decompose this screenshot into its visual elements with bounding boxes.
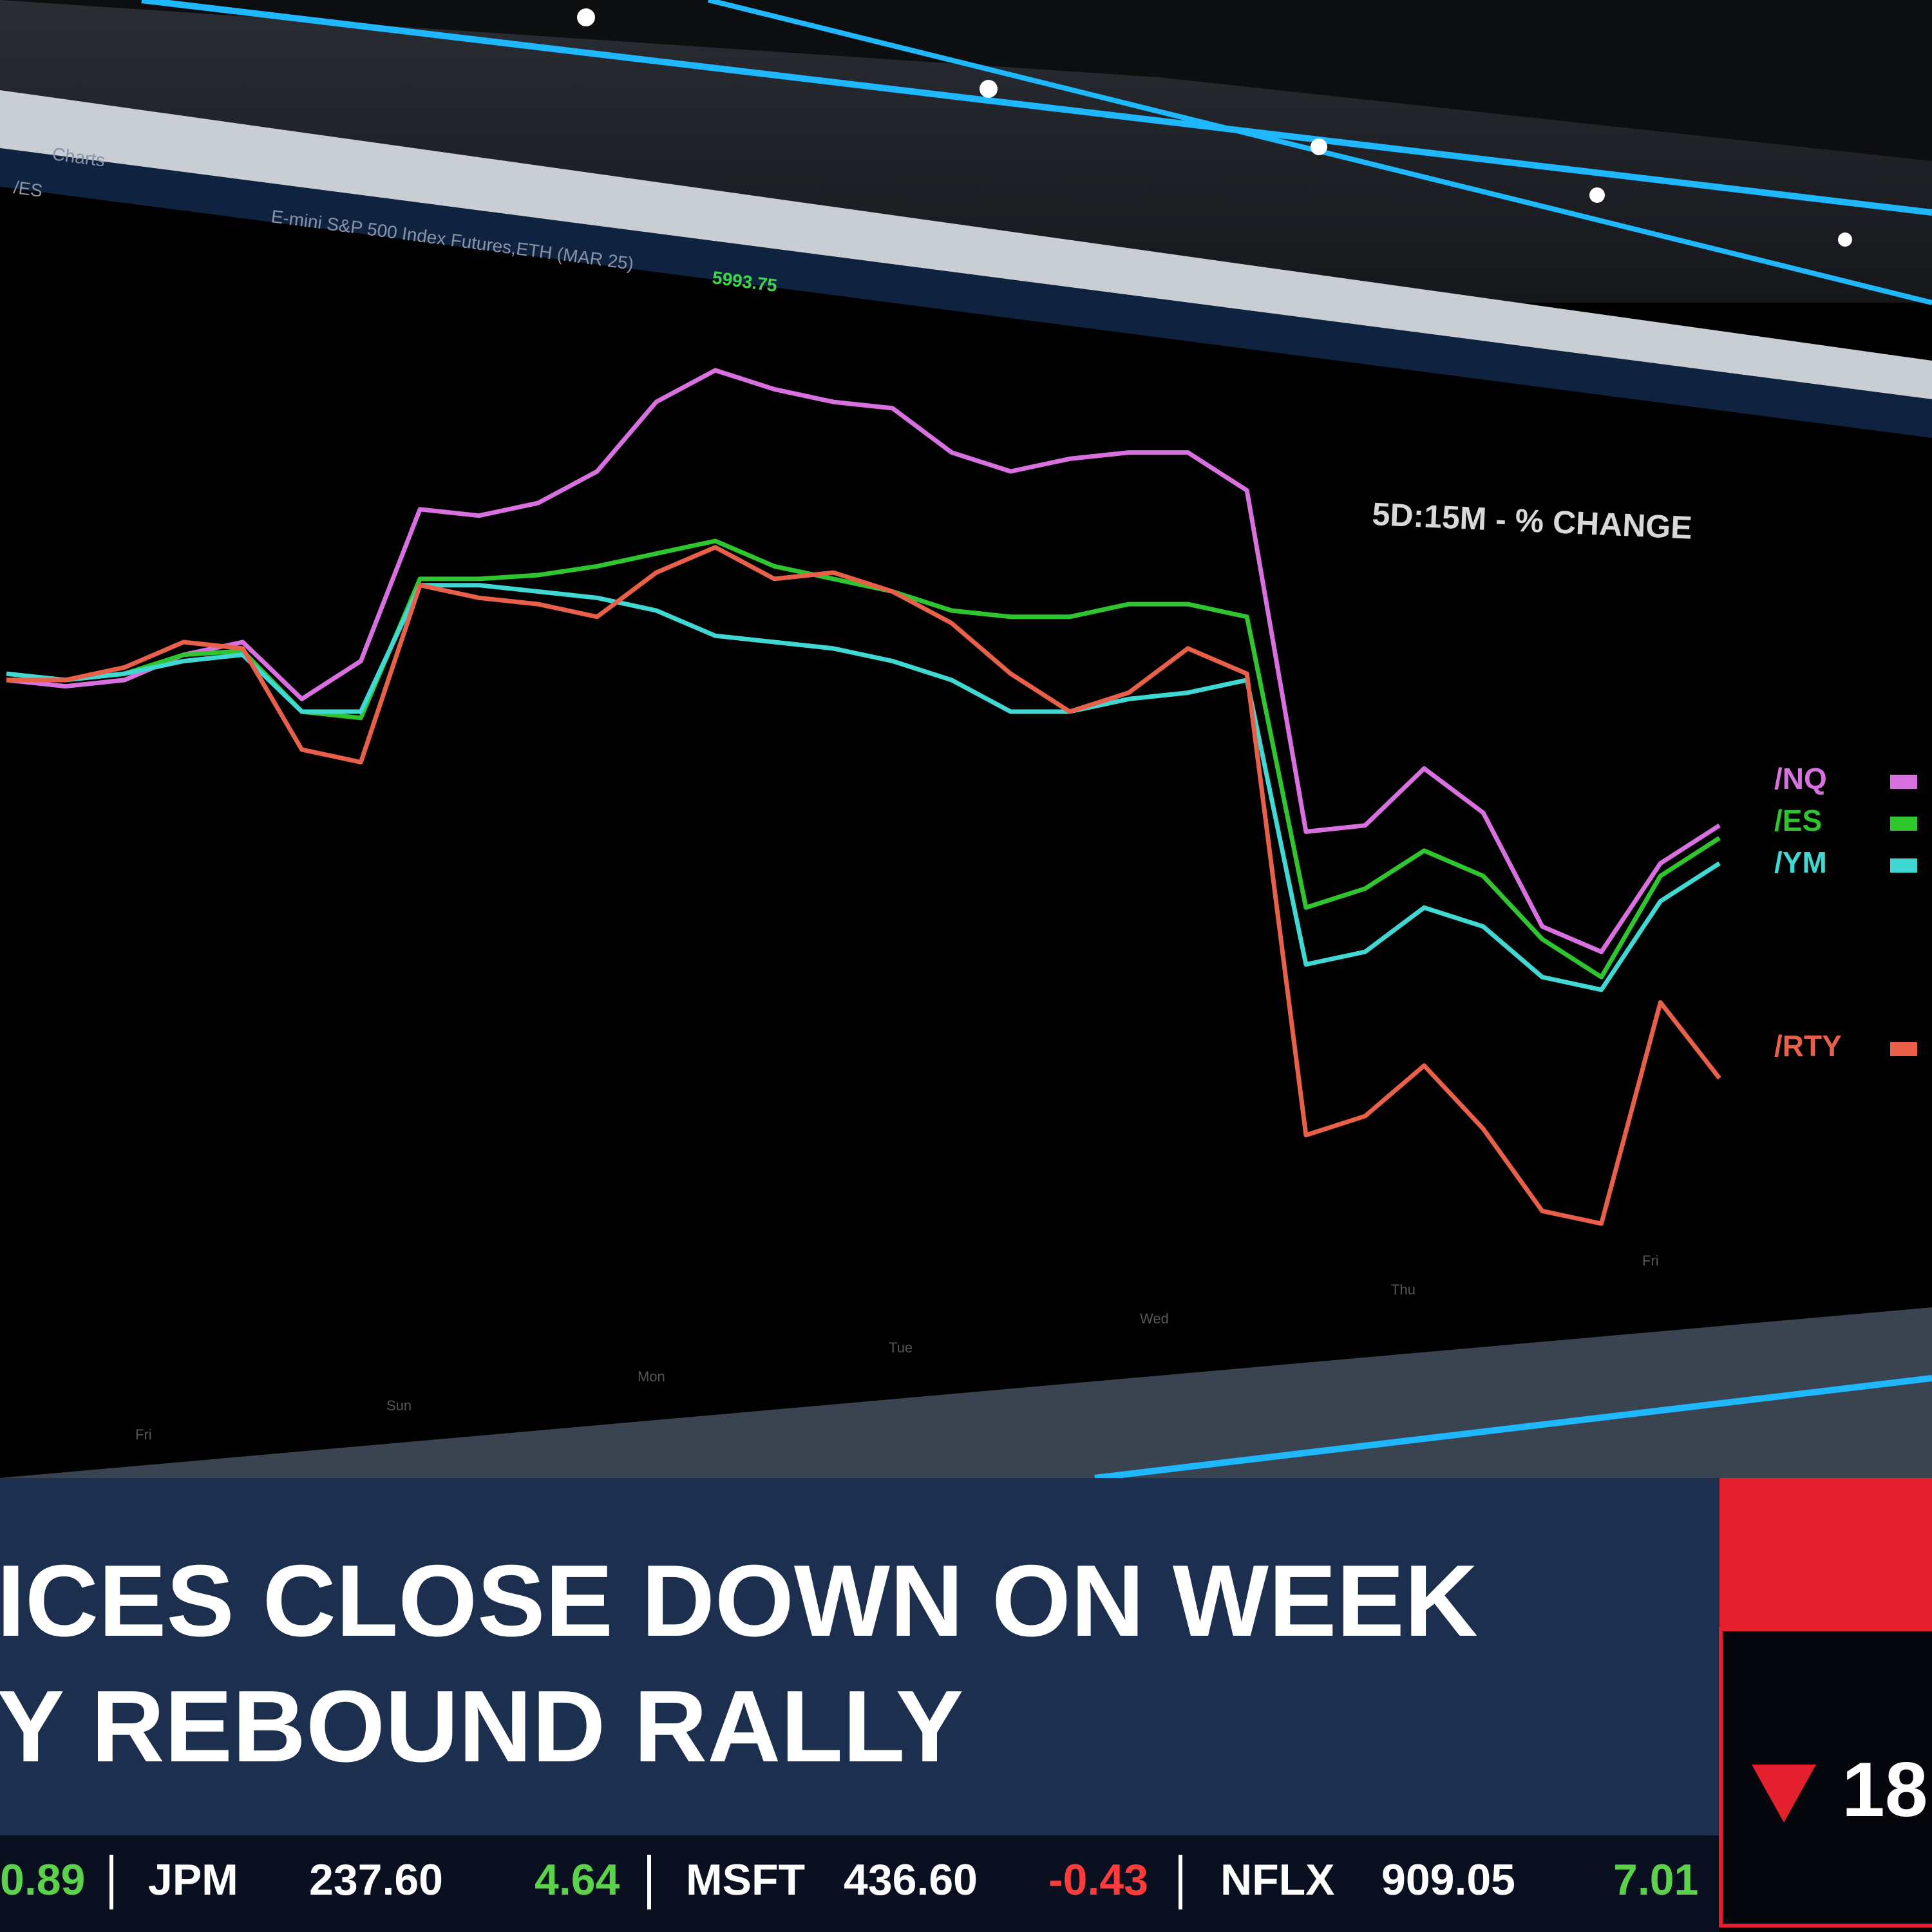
ceiling-light xyxy=(1311,138,1327,155)
ticker: 0.89 JPM 237.60 4.64 MSFT 436.60 -0.43 NFLX 909.… xyxy=(0,1855,1698,1909)
ticker-item: 436.60 xyxy=(844,1855,978,1904)
x-axis: Fri Sun Mon Tue Wed Thu Fri xyxy=(135,1253,1659,1443)
legend-swatch xyxy=(1890,858,1917,873)
x-tick-label: Sun xyxy=(386,1397,412,1414)
legend-swatch xyxy=(1890,775,1917,789)
series-line xyxy=(6,368,1721,954)
ticker-separator xyxy=(1179,1855,1182,1909)
headline-line: ICES CLOSE DOWN ON WEEK xyxy=(0,1544,1478,1658)
floor-light xyxy=(1094,1375,1932,1481)
chart-toolbar xyxy=(0,148,1932,438)
x-tick-label: Thu xyxy=(1391,1282,1416,1298)
ticker-change: -0.43 xyxy=(1048,1855,1148,1904)
x-tick-label: Fri xyxy=(135,1426,152,1443)
headline-line: Y REBOUND RALLY xyxy=(0,1670,963,1783)
ceiling-light xyxy=(980,80,998,98)
legend-label: /YM xyxy=(1774,846,1827,879)
series-line xyxy=(6,545,1721,1226)
legend: /NQ/ES/YM/RTY xyxy=(1774,762,1917,1063)
legend-label: /RTY xyxy=(1774,1029,1842,1063)
ticker-separator xyxy=(109,1855,113,1909)
window-titlebar xyxy=(0,90,1932,399)
series-line xyxy=(6,583,1721,992)
legend-label: /ES xyxy=(1774,804,1822,837)
ceiling-light xyxy=(1838,232,1852,247)
ceiling-light xyxy=(577,8,595,26)
ticker-item: NFLX xyxy=(1220,1855,1335,1904)
index-value: 18 xyxy=(1842,1747,1927,1833)
legend-label: /NQ xyxy=(1774,762,1827,795)
plot-area xyxy=(6,368,1721,1226)
ticker-item: JPM xyxy=(148,1855,238,1904)
index-box-header xyxy=(1719,1478,1932,1629)
x-tick-label: Wed xyxy=(1140,1311,1169,1327)
ticker-item: MSFT xyxy=(686,1855,805,1904)
x-tick-label: Mon xyxy=(638,1368,665,1385)
x-tick-label: Tue xyxy=(889,1340,913,1356)
ticker-change: 7.01 xyxy=(1613,1855,1698,1904)
ticker-change: 4.64 xyxy=(535,1855,620,1904)
ceiling-grid xyxy=(0,0,1932,161)
headline-banner xyxy=(0,1478,1719,1835)
down-arrow xyxy=(1752,1765,1816,1823)
legend-swatch xyxy=(1890,817,1917,831)
ticker-separator xyxy=(647,1855,651,1909)
symbol-label: /ES xyxy=(12,177,44,201)
legend-swatch xyxy=(1890,1042,1917,1056)
ticker-item: 237.60 xyxy=(309,1855,443,1904)
light-strip xyxy=(141,0,1932,216)
x-tick-label: Fri xyxy=(1642,1253,1659,1269)
ceiling-light xyxy=(1589,187,1605,203)
ticker-change: 0.89 xyxy=(0,1855,85,1904)
ticker-item: 909.05 xyxy=(1381,1855,1515,1904)
ticker-bar xyxy=(0,1835,1719,1932)
video-wall xyxy=(0,90,1932,1478)
index-box xyxy=(1719,1627,1932,1927)
